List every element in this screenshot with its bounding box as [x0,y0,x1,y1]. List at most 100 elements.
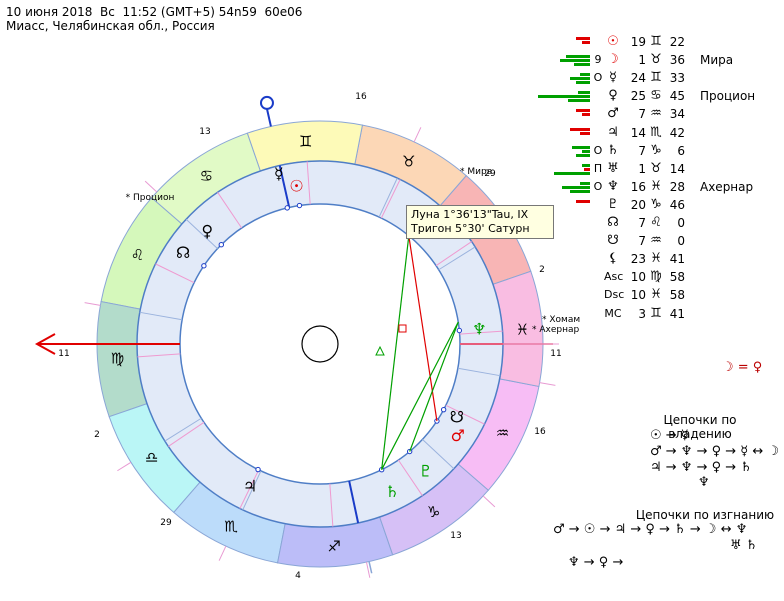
planet-row[interactable]: Asc 10 ♍ 58 [528,269,768,287]
planet-sign-icon: ♊ [650,34,662,49]
mars-icon: ♂ [607,106,619,122]
status-marker: П [593,161,603,175]
planet-row[interactable]: ♂ 7 ♒ 34 [528,106,768,124]
pluto-icon: ♇ [607,196,619,212]
sign-midline [435,241,472,267]
aspect-tooltip: Луна 1°36'13"Tau, IX Тригон 5°30' Сатурн [406,205,554,239]
planet-position-dot [284,205,290,211]
planet-sign-icon: ♓ [650,251,662,267]
jupiter-icon: ♃ [243,477,257,496]
planet-row[interactable]: ☊ 7 ♌ 0 [528,215,768,233]
planet-minutes: 33 [669,71,685,86]
strength-bar [570,189,590,193]
planet-sign-icon: ♑ [650,142,662,158]
cusp-degree-label: 2 [539,265,545,275]
planet-row[interactable]: O ☿ 24 ♊ 33 [528,70,768,88]
fixed-star-label: * Хомам [542,315,580,325]
strength-bar [580,131,590,135]
ic-axis-line [368,561,373,574]
planet-sign-icon: ♑ [650,196,662,212]
planet-degree: 1 [638,53,646,68]
planet-row[interactable]: ♃ 14 ♏ 42 [528,125,768,143]
planet-row[interactable]: ⚸ 23 ♓ 41 [528,251,768,269]
uranus-icon: ♅ [607,160,619,176]
venus-icon: ♀ [201,222,213,241]
sign-midline [137,353,181,358]
planet-minutes: 0 [677,216,685,230]
sign-midline [239,469,260,509]
planet-row[interactable]: O ♄ 7 ♑ 6 [528,143,768,161]
planet-minutes: 36 [669,53,685,68]
sign-midline [445,404,485,425]
planet-row[interactable]: П ♅ 1 ♉ 14 [528,161,768,179]
lilith-icon: ⚸ [608,251,618,267]
planet-row[interactable]: 9 ☽ 1 ♉ 36 Мира [528,52,768,70]
planet-degree: 24 [630,71,646,86]
mars-icon: ♂ [451,426,465,445]
planet-row[interactable]: ☉ 19 ♊ 22 [528,34,768,52]
asc-label: Asc [604,270,624,284]
planet-minutes: 45 [669,89,685,104]
planet-sign-icon: ♉ [650,52,662,68]
planet-minutes: 28 [669,179,685,194]
planet-degree: 14 [630,125,646,140]
status-marker: O [593,143,603,157]
sun-icon: ☉ [607,34,619,49]
strength-bars [528,88,590,106]
cusp-degree-label: 4 [295,571,301,581]
cusp-tick [413,127,422,143]
cusp-degree-label: 13 [199,127,210,137]
house-cusp-line [438,246,476,271]
cancer-sign-icon: ♋ [200,167,213,185]
planet-position-dot [296,202,303,209]
exile-chain-line-3: ♆ → ♀ → [568,555,624,570]
strength-bar [570,77,590,81]
strength-bar [572,145,590,149]
cusp-degree-label: 2 [94,430,100,440]
venus-icon: ♀ [608,88,618,104]
jupiter-icon: ♃ [607,124,619,140]
strength-bar [560,59,590,63]
trine-aspect-icon [375,345,385,356]
chart-location-header: Миасс, Челябинская обл., Россия [6,19,215,33]
cusp-tick [218,545,227,561]
planet-degree: 25 [630,89,646,104]
planet-row[interactable]: ♇ 20 ♑ 46 [528,197,768,215]
strength-bars [528,306,590,324]
sign-midline [329,483,334,527]
planet-minutes: 0 [677,234,685,249]
cusp-tick [144,180,158,193]
planet-sign-icon: ♌ [650,215,662,230]
aspect-line [381,321,459,470]
strength-bar [576,81,590,85]
planet-minutes: 58 [669,288,685,303]
planet-sign-icon: ♉ [650,160,662,176]
strength-bars [528,143,590,161]
house-cusp-line [378,177,398,218]
planet-degree: 7 [638,234,646,249]
tooltip-line-1: Луна 1°36'13"Tau, IX [411,208,529,221]
house-cusp-line [278,165,291,208]
north-node-icon: ☊ [176,243,190,262]
planet-position-dot [456,327,463,334]
status-marker: O [593,71,603,85]
strength-bar [576,199,590,203]
strength-bars [528,125,590,143]
strength-bar [570,127,590,131]
rulership-chain-line-2: ♂ → ♆ → ♀ → ☿ ↔ ☽ [650,444,780,459]
saturn-icon: ♄ [607,142,619,158]
planet-row[interactable]: O ♆ 16 ♓ 28 Ахернар [528,179,768,197]
cusp-tick [117,461,132,472]
exile-chains-title: Цепочки по изгнанию [635,508,775,522]
planet-row[interactable]: Dsc 10 ♓ 58 [528,287,768,305]
aquarius-sign-icon: ♒ [496,424,509,442]
house-cusp-line [457,367,501,377]
sagittarius-sign-icon: ♐ [328,537,341,555]
asc-arrow-icon [34,333,56,355]
scorpio-sign-icon: ♏ [224,518,238,536]
planet-row[interactable]: MC 3 ♊ 41 [528,306,768,324]
planet-minutes: 34 [669,107,685,122]
pisces-sign-icon: ♓ [516,321,529,339]
planet-row[interactable]: ☋ 7 ♒ 0 [528,233,768,251]
planet-row[interactable]: ♀ 25 ♋ 45 Процион [528,88,768,106]
